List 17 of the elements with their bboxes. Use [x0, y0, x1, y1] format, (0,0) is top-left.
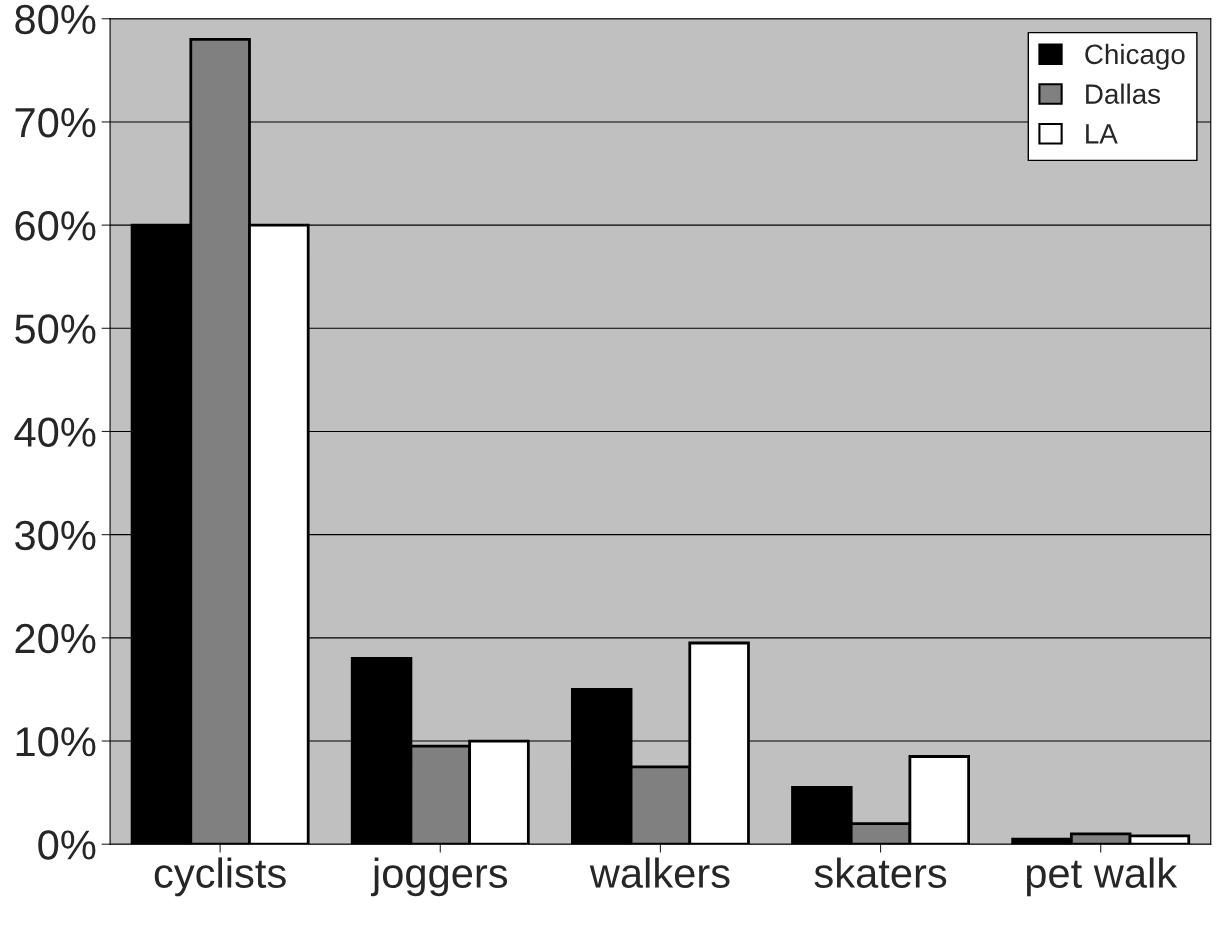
x-tick-label: cyclists	[154, 857, 286, 897]
y-tick-label: 50%	[15, 314, 96, 344]
y-tick-label: 40%	[14, 417, 96, 447]
legend-label: Dallas	[1086, 83, 1161, 104]
legend-label: Chicago	[1085, 43, 1185, 70]
y-tick-label: 80%	[15, 4, 96, 35]
legend-label: LA	[1086, 124, 1118, 144]
y-tick-label: 0%	[38, 830, 96, 860]
x-tick-label: skaters	[814, 857, 947, 888]
y-tick-label: 20%	[15, 623, 96, 654]
y-tick-label: 60%	[15, 211, 96, 241]
y-tick-label: 70%	[15, 107, 96, 138]
x-tick-label: walkers	[589, 857, 730, 888]
y-tick-label: 30%	[15, 520, 96, 551]
x-tick-label: pet walk	[1026, 857, 1178, 897]
x-tick-label: joggers	[370, 857, 508, 897]
y-tick-label: 10%	[16, 727, 96, 757]
